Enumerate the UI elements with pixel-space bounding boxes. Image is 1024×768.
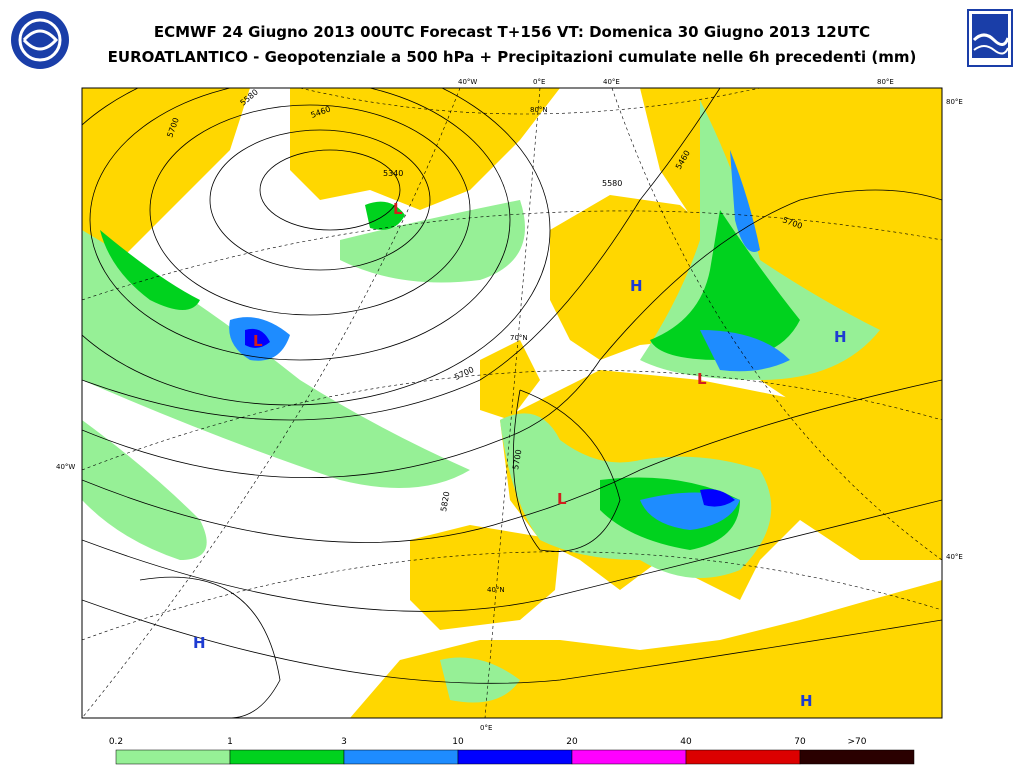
- low-center: L: [557, 490, 567, 508]
- legend-swatch: [343, 749, 459, 765]
- coord-label: 40°E: [603, 78, 620, 86]
- high-center: H: [193, 634, 206, 652]
- legend-label: 70: [794, 737, 806, 747]
- coord-label: 0°E: [480, 724, 492, 732]
- low-center: L: [697, 370, 707, 388]
- legend-label: >70: [848, 737, 867, 747]
- contour-label: 5700: [511, 449, 523, 471]
- logo-right: [967, 9, 1013, 67]
- high-center: H: [630, 277, 643, 295]
- contour-label: 5340: [383, 169, 403, 178]
- legend-swatch: [685, 749, 801, 765]
- legend-label: 0.2: [109, 737, 123, 747]
- coord-label: 0°E: [533, 78, 545, 86]
- low-center: L: [393, 200, 403, 218]
- coord-label: 80°N: [530, 106, 548, 114]
- legend-swatch: [115, 749, 231, 765]
- high-center: H: [834, 328, 847, 346]
- contour-label: 5580: [602, 179, 622, 188]
- legend-label: 20: [566, 737, 578, 747]
- legend-swatch: [457, 749, 573, 765]
- low-center: L: [253, 332, 263, 350]
- logo-left: [11, 11, 69, 69]
- legend-swatch: [571, 749, 687, 765]
- title-line-1: ECMWF 24 Giugno 2013 00UTC Forecast T+15…: [154, 23, 870, 41]
- legend-swatch: [229, 749, 345, 765]
- legend-label: 10: [452, 737, 464, 747]
- coord-label: 70°N: [510, 334, 528, 342]
- legend-label: 40: [680, 737, 692, 747]
- high-center: H: [800, 692, 813, 710]
- coord-label: 80°E: [946, 98, 963, 106]
- legend-label: 1: [227, 737, 233, 747]
- coord-label: 40°E: [946, 553, 963, 561]
- contour-label: 5820: [439, 491, 451, 513]
- legend-label: 3: [341, 737, 347, 747]
- legend-swatch: [799, 749, 915, 765]
- coord-label: 40°W: [56, 463, 75, 471]
- legend: 0.2 1 3 10 20 40 70 >70: [109, 737, 915, 765]
- coord-label: 40°W: [458, 78, 477, 86]
- map: 40°W 0°E 40°E 80°E 80°E 40°W 40°E 80°N 7…: [56, 78, 963, 732]
- coord-label: 80°E: [877, 78, 894, 86]
- coord-label: 40°N: [487, 586, 505, 594]
- title-line-2: EUROATLANTICO - Geopotenziale a 500 hPa …: [108, 48, 917, 66]
